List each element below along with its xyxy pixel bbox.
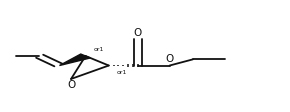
Text: O: O [166,54,174,64]
Text: O: O [67,80,75,90]
Text: or1: or1 [94,47,104,52]
Text: or1: or1 [117,70,127,74]
Polygon shape [59,54,90,66]
Text: O: O [134,28,142,38]
